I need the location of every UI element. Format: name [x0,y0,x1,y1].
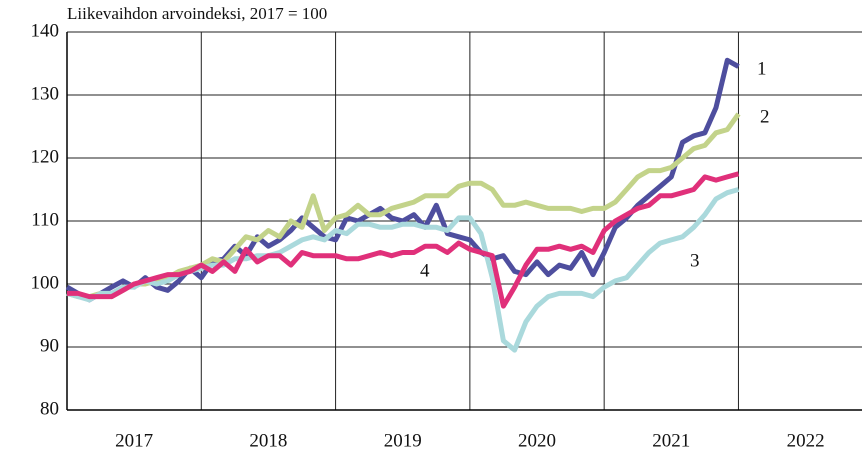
line-series [66,187,740,353]
y-tick-label: 110 [31,209,59,230]
series-label: 3 [690,250,700,271]
line-series [65,57,740,303]
x-tick-label: 2020 [518,430,556,451]
chart-title: Liikevaihdon arvoindeksi, 2017 = 100 [67,4,327,23]
y-tick-label: 140 [31,20,60,41]
series-label: 1 [757,58,767,79]
y-tick-label: 100 [31,272,60,293]
x-tick-label: 2019 [384,430,422,451]
x-tick-label: 2018 [249,430,287,451]
line-series [67,171,740,309]
x-tick-label: 2017 [115,430,153,451]
y-tick-label: 90 [40,335,59,356]
y-tick-label: 120 [31,146,60,167]
y-tick-label: 80 [40,398,59,419]
x-tick-label: 2021 [652,430,690,451]
series-label: 2 [760,106,770,127]
x-tick-label: 2022 [787,430,825,451]
series-label: 4 [420,260,430,281]
line-series [66,112,741,300]
y-tick-label: 130 [31,83,60,104]
